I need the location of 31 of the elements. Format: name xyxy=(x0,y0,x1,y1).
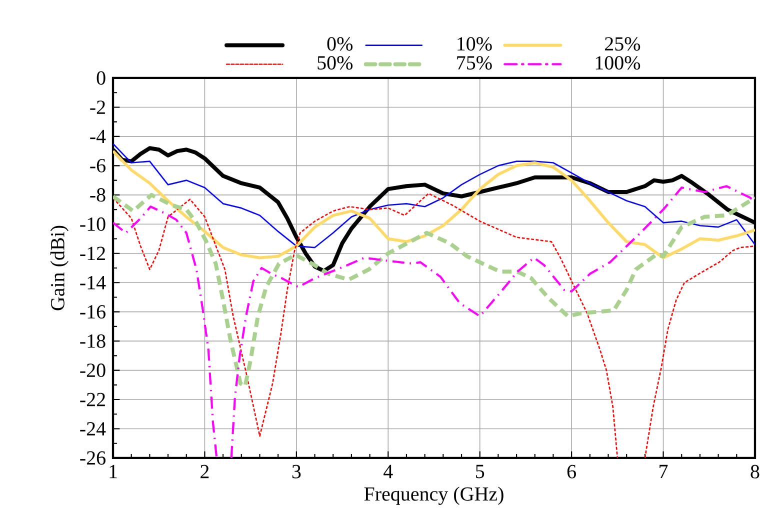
legend-label: 50% xyxy=(318,56,353,70)
x-tick-label: 1 xyxy=(110,464,117,478)
line-series xyxy=(113,192,755,388)
y-tick-label: -4 xyxy=(90,130,106,144)
y-tick-label: -26 xyxy=(80,451,106,465)
x-axis-title: Frequency (GHz) xyxy=(364,486,504,505)
y-tick-label: -18 xyxy=(80,334,106,348)
y-tick-label: -14 xyxy=(80,276,106,290)
x-tick-label: 3 xyxy=(292,464,301,478)
y-tick-label: -24 xyxy=(80,422,106,436)
y-tick-label: -2 xyxy=(90,100,105,114)
y-tick-label: -22 xyxy=(80,392,105,406)
y-tick-label: -20 xyxy=(80,364,106,378)
y-tick-label: -6 xyxy=(90,158,106,172)
x-tick-label: 2 xyxy=(200,464,209,478)
legend-label: 10% xyxy=(458,37,492,51)
x-tick-label: 5 xyxy=(476,464,484,478)
x-tick-label: 4 xyxy=(384,464,393,478)
legend-label: 0% xyxy=(327,37,353,51)
legend-label: 25% xyxy=(605,37,640,51)
y-axis-title: Gain (dBi) xyxy=(50,226,68,310)
y-tick-label: -10 xyxy=(80,217,106,231)
x-tick-label: 7 xyxy=(660,464,668,478)
y-tick-label: -8 xyxy=(90,188,106,202)
legend-label: 75% xyxy=(457,56,492,70)
y-tick-label: -12 xyxy=(80,246,105,260)
legend-label: 100% xyxy=(596,56,640,70)
y-tick-label: -16 xyxy=(80,305,106,319)
x-tick-label: 6 xyxy=(567,464,576,478)
x-tick-label: 8 xyxy=(750,464,760,478)
y-tick-label: 0 xyxy=(96,71,106,85)
